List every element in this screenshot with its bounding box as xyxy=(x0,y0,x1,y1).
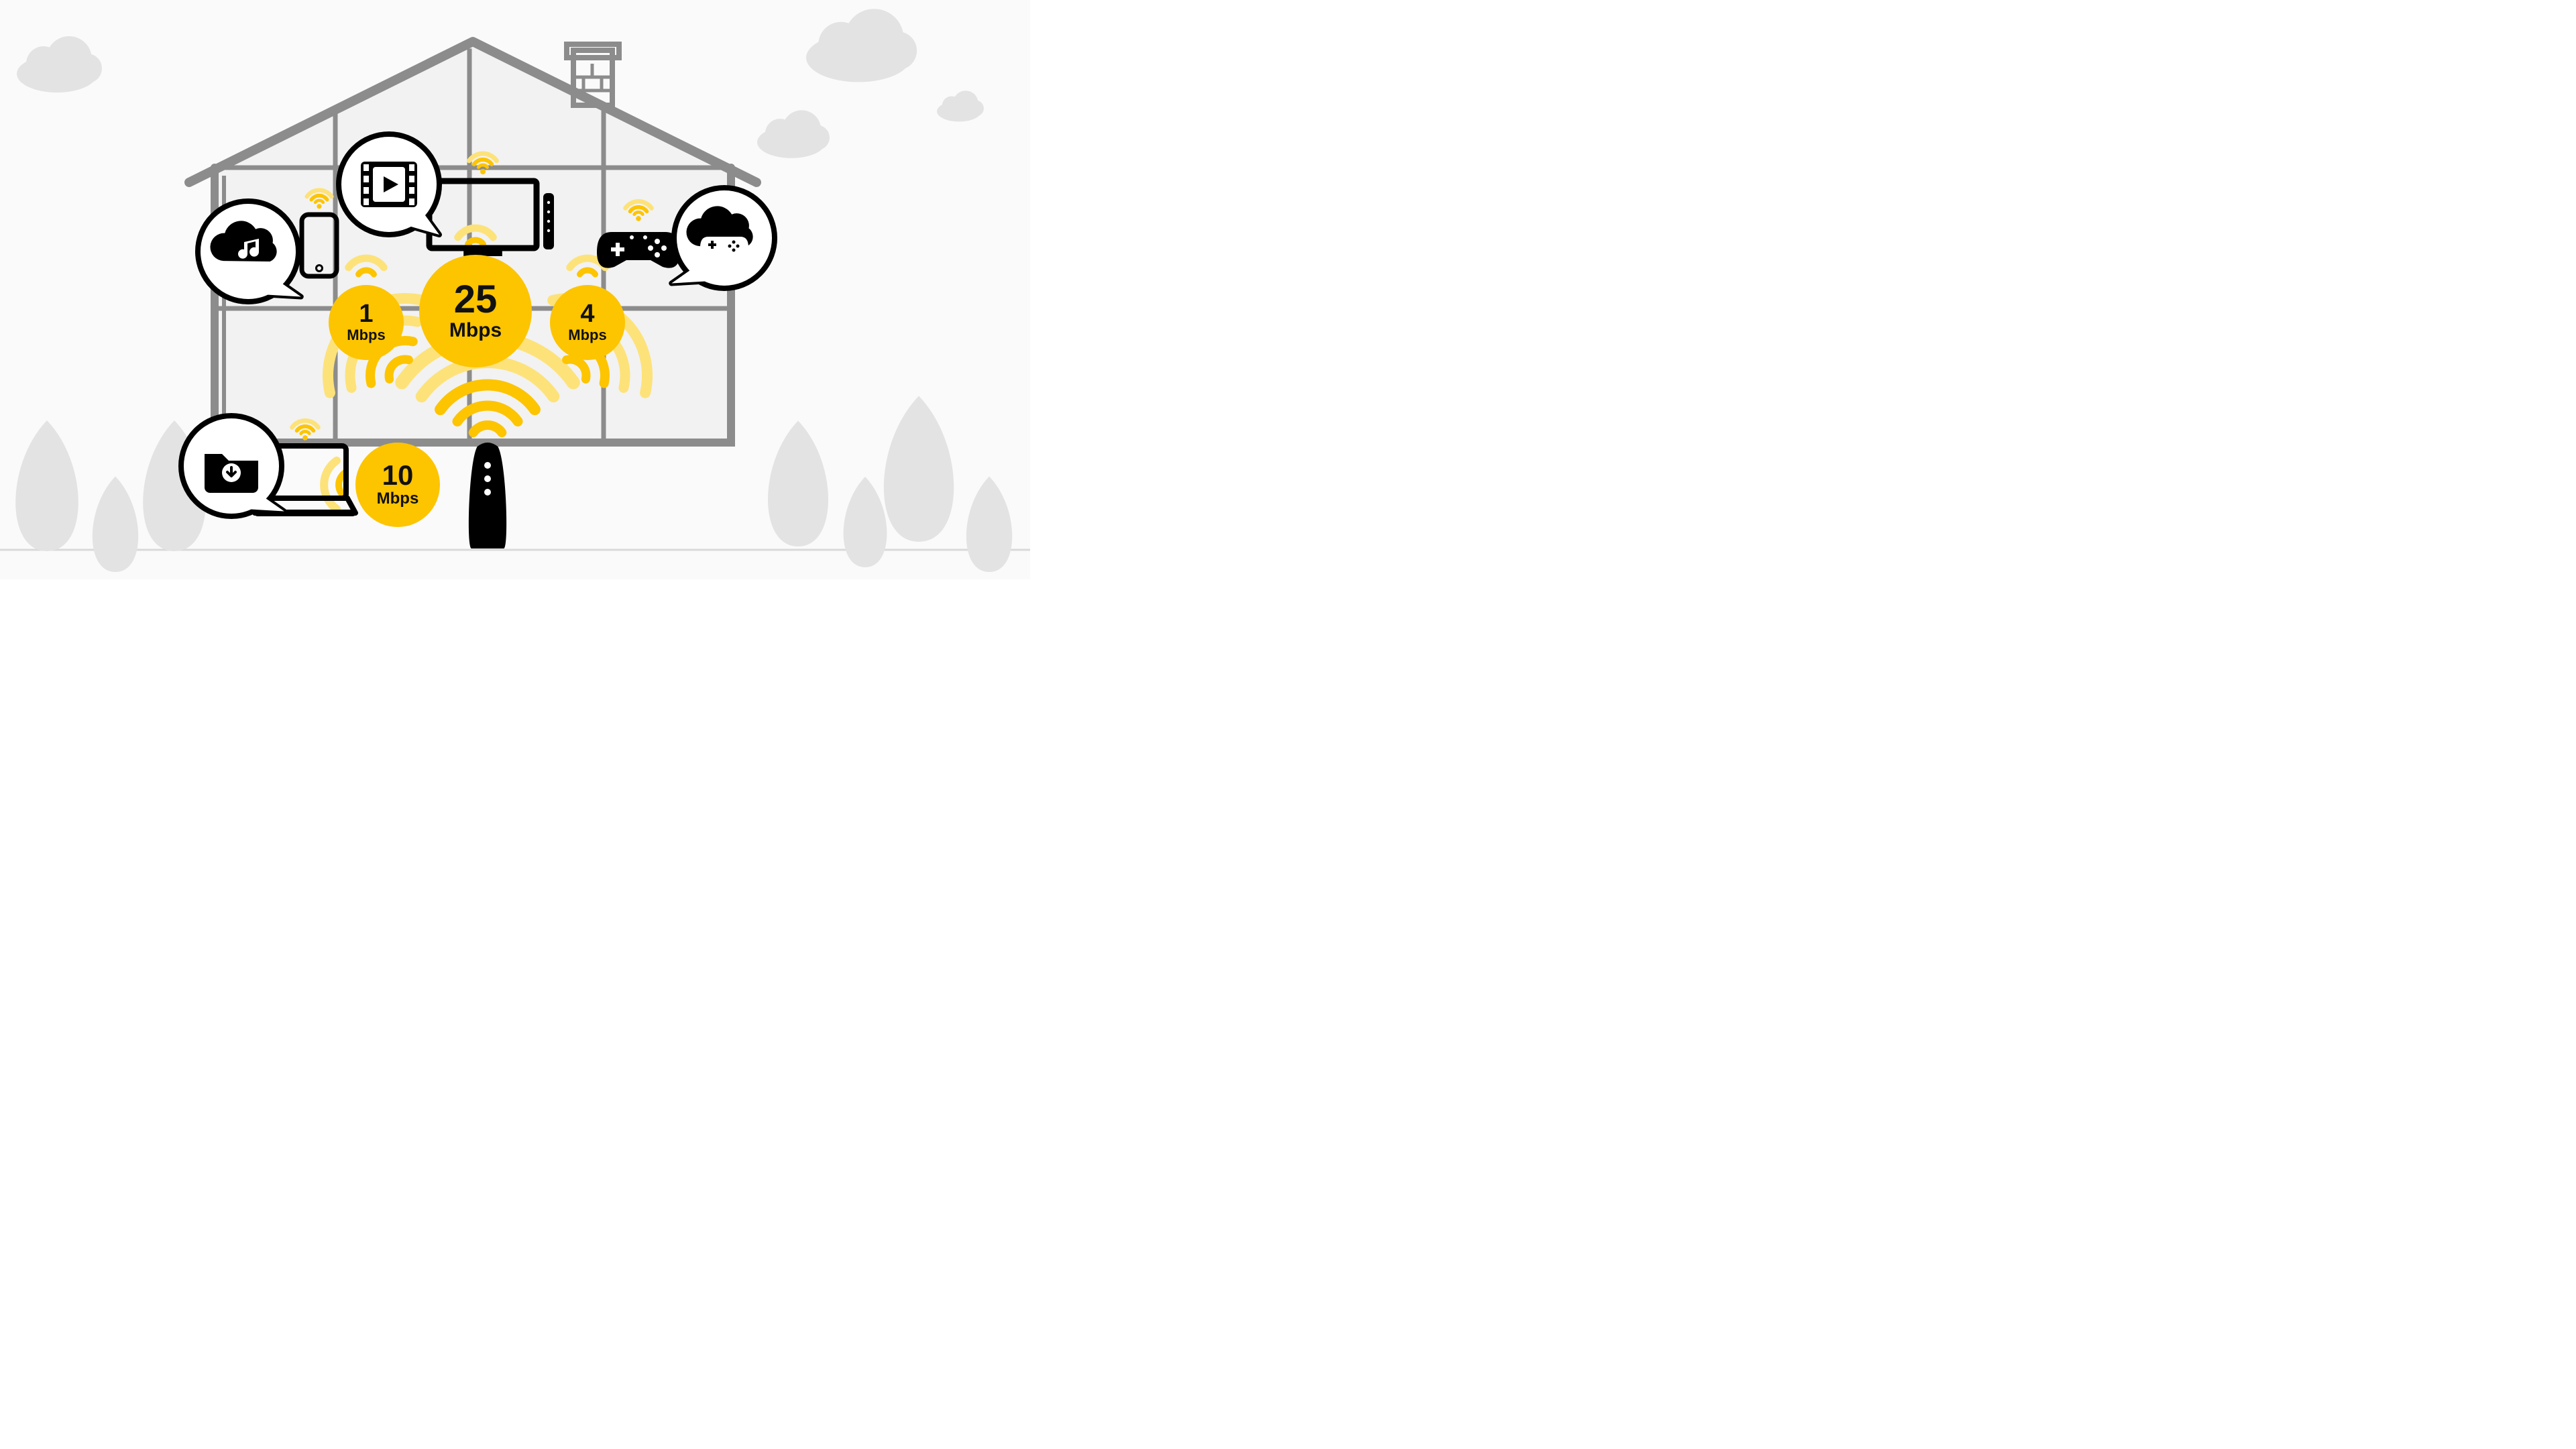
badge-unit: Mbps xyxy=(568,327,606,344)
badge-value: 1 xyxy=(359,301,373,327)
infographic-canvas: 1Mbps25Mbps4Mbps10Mbps xyxy=(0,0,1030,579)
badge-unit: Mbps xyxy=(377,489,419,508)
cloud-icon xyxy=(806,9,917,82)
speech-bubble-video xyxy=(339,134,439,235)
video-reel-icon xyxy=(361,162,417,207)
badge-unit: Mbps xyxy=(449,319,502,342)
speech-bubble-gaming xyxy=(671,188,775,288)
badge-value: 25 xyxy=(454,280,498,319)
tree-icon xyxy=(844,477,887,567)
speech-bubble-folder xyxy=(181,416,284,516)
badge-unit: Mbps xyxy=(347,327,385,344)
tree-icon xyxy=(93,477,138,573)
badge-10: 10Mbps xyxy=(355,443,440,527)
cloud-icon xyxy=(17,36,102,93)
badge-25: 25Mbps xyxy=(419,255,532,367)
badge-value: 4 xyxy=(580,301,594,327)
router-icon xyxy=(469,443,506,548)
cloud-icon xyxy=(937,91,984,121)
tree-icon xyxy=(15,420,78,551)
speech-bubble-music xyxy=(198,201,301,302)
tree-icon xyxy=(884,396,954,542)
cloud-icon xyxy=(757,110,830,158)
badge-4: 4Mbps xyxy=(550,285,625,360)
badge-1: 1Mbps xyxy=(329,285,404,360)
tree-icon xyxy=(768,421,828,547)
tree-icon xyxy=(966,477,1012,573)
badge-value: 10 xyxy=(382,461,414,489)
